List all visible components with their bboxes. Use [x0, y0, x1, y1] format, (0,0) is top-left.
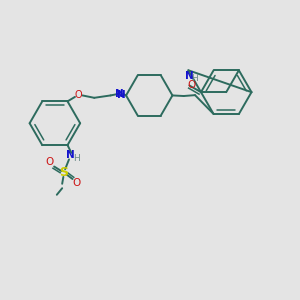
Text: O: O: [72, 178, 81, 188]
Text: N: N: [66, 150, 75, 160]
Text: N: N: [185, 70, 194, 81]
Text: H: H: [191, 74, 198, 83]
Text: O: O: [74, 90, 82, 100]
Text: O: O: [46, 157, 54, 167]
Text: O: O: [187, 80, 196, 90]
Text: N: N: [117, 90, 126, 100]
Text: S: S: [59, 166, 68, 179]
Text: N: N: [115, 89, 124, 99]
Text: H: H: [73, 154, 80, 163]
